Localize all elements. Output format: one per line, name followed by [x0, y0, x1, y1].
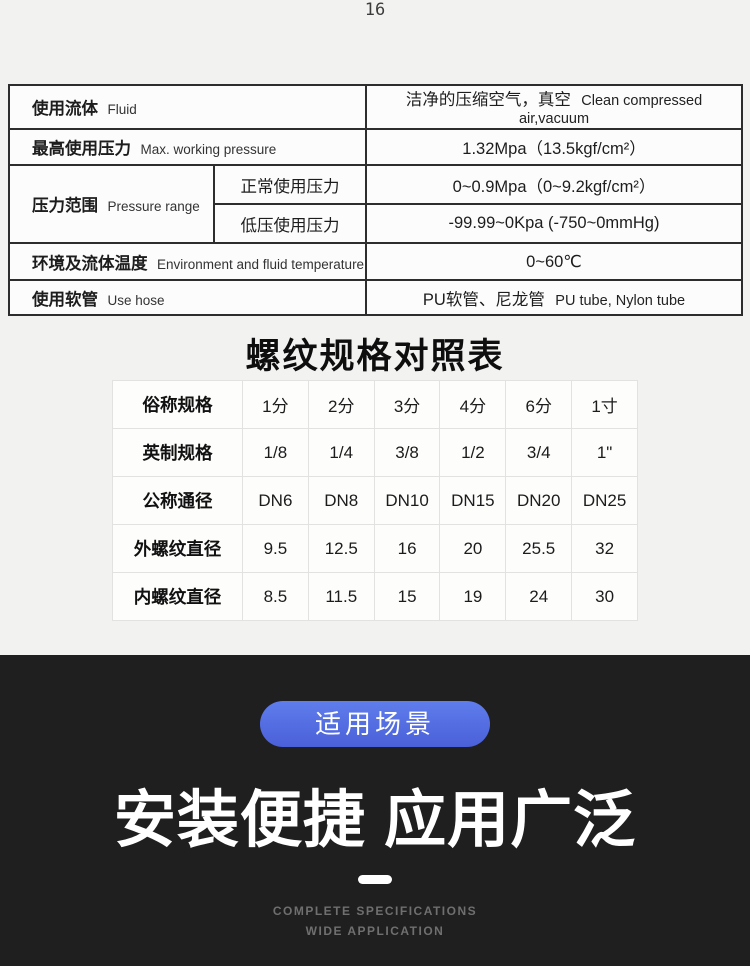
thread-cell: 1" — [571, 428, 638, 477]
thread-cell: 1/4 — [307, 428, 375, 477]
table-row: 低压使用压力 -99.99~0Kpa (-750~0mmHg) — [9, 203, 743, 244]
thread-cell: 4分 — [439, 380, 507, 429]
spec-value-low-pressure: -99.99~0Kpa (-750~0mmHg) — [365, 203, 743, 244]
table-row: 俗称规格 1分 2分 3分 4分 6分 1寸 — [112, 380, 638, 429]
thread-cell: 30 — [571, 572, 638, 621]
thread-cell: 1分 — [242, 380, 309, 429]
thread-row-label: 外螺纹直径 — [112, 524, 243, 573]
scenario-subline-2: WIDE APPLICATION — [305, 924, 445, 938]
thread-cell: DN8 — [307, 476, 375, 525]
thread-cell: 3分 — [373, 380, 441, 429]
thread-row-label: 内螺纹直径 — [112, 572, 243, 621]
scenario-headline: 安装便捷 应用广泛 — [113, 786, 637, 855]
thread-cell: 8.5 — [242, 572, 309, 621]
spec-sublabel-normal-pressure: 正常使用压力 — [213, 164, 367, 205]
spec-value-fluid: 洁净的压缩空气，真空 Clean compressed air,vacuum — [365, 84, 743, 130]
spec-label-pressure-range: 压力范围 Pressure range — [8, 164, 215, 244]
thread-cell: 1/2 — [439, 428, 507, 477]
label-zh: 最高使用压力 — [32, 140, 131, 158]
label-zh: 使用流体 — [32, 100, 98, 118]
thread-cell: 3/8 — [373, 428, 441, 477]
thread-cell: 1/8 — [242, 428, 309, 477]
thread-cell: 15 — [373, 572, 441, 621]
spec-label-fluid: 使用流体 Fluid — [8, 84, 367, 130]
thread-cell: DN10 — [373, 476, 441, 525]
table-row: 使用软管 Use hose PU软管、尼龙管 PU tube, Nylon tu… — [8, 279, 743, 316]
thread-cell: 20 — [439, 524, 507, 573]
thread-row-label: 公称通径 — [112, 476, 243, 525]
thread-cell: 24 — [505, 572, 573, 621]
thread-table: 俗称规格 1分 2分 3分 4分 6分 1寸 英制规格 1/8 1/4 3/8 … — [112, 380, 638, 621]
spec-value-normal-pressure: 0~0.9Mpa（0~9.2kgf/cm²） — [365, 164, 743, 205]
thread-cell: DN6 — [242, 476, 309, 525]
spec-value-hose: PU软管、尼龙管 PU tube, Nylon tube — [365, 279, 743, 316]
thread-cell: 6分 — [505, 380, 573, 429]
thread-cell: 3/4 — [505, 428, 573, 477]
label-zh: 环境及流体温度 — [32, 254, 148, 273]
table-row: 使用流体 Fluid 洁净的压缩空气，真空 Clean compressed a… — [8, 84, 743, 130]
thread-cell: 32 — [571, 524, 638, 573]
thread-cell: 12.5 — [307, 524, 375, 573]
label-zh: 压力范围 — [32, 197, 98, 215]
scenario-subline-1: COMPLETE SPECIFICATIONS — [272, 904, 478, 918]
thread-row-label: 英制规格 — [112, 428, 243, 477]
thread-cell: 11.5 — [307, 572, 375, 621]
spec-sublabel-low-pressure: 低压使用压力 — [213, 203, 367, 244]
thread-cell: 25.5 — [505, 524, 573, 573]
thread-cell: DN15 — [439, 476, 507, 525]
spec-label-hose: 使用软管 Use hose — [8, 279, 367, 316]
value-en: PU tube, Nylon tube — [555, 292, 686, 309]
spec-label-max-pressure: 最高使用压力 Max. working pressure — [8, 128, 367, 166]
scenario-badge: 适用场景 — [260, 701, 490, 747]
table-row: 最高使用压力 Max. working pressure 1.32Mpa（13.… — [8, 128, 743, 166]
thread-cell: 9.5 — [242, 524, 309, 573]
value-en: Clean compressed air,vacuum — [518, 93, 703, 127]
label-zh: 使用软管 — [32, 290, 98, 309]
label-en: Environment and fluid temperature — [156, 256, 365, 272]
thread-cell: 19 — [439, 572, 507, 621]
divider-dash — [358, 875, 392, 884]
table-row: 公称通径 DN6 DN8 DN10 DN15 DN20 DN25 — [112, 476, 638, 525]
value-zh: PU软管、尼龙管 — [422, 290, 545, 309]
thread-table-title: 螺纹规格对照表 — [245, 337, 505, 376]
thread-cell: DN20 — [505, 476, 573, 525]
thread-cell: 1寸 — [571, 380, 638, 429]
thread-cell: 16 — [373, 524, 441, 573]
page-number: 16 — [364, 0, 386, 20]
spec-value-temperature: 0~60℃ — [365, 242, 743, 281]
table-row: 压力范围 Pressure range 正常使用压力 0~0.9Mpa（0~9.… — [8, 164, 743, 244]
table-row: 内螺纹直径 8.5 11.5 15 19 24 30 — [112, 572, 638, 621]
label-en: Pressure range — [107, 199, 200, 214]
spec-label-temperature: 环境及流体温度 Environment and fluid temperatur… — [8, 242, 367, 281]
thread-cell: DN25 — [571, 476, 638, 525]
thread-cell: 2分 — [307, 380, 375, 429]
table-row: 外螺纹直径 9.5 12.5 16 20 25.5 32 — [112, 524, 638, 573]
table-row: 英制规格 1/8 1/4 3/8 1/2 3/4 1" — [112, 428, 638, 477]
scenario-subtext: COMPLETE SPECIFICATIONS WIDE APPLICATION — [0, 901, 750, 941]
label-en: Fluid — [107, 102, 137, 117]
spec-table: 使用流体 Fluid 洁净的压缩空气，真空 Clean compressed a… — [8, 84, 743, 316]
spec-value-max-pressure: 1.32Mpa（13.5kgf/cm²） — [365, 128, 743, 166]
value-zh: 洁净的压缩空气，真空 — [405, 91, 571, 109]
thread-row-label: 俗称规格 — [112, 380, 243, 429]
label-en: Use hose — [107, 292, 165, 308]
label-en: Max. working pressure — [140, 142, 277, 157]
scenario-section: 适用场景 安装便捷 应用广泛 COMPLETE SPECIFICATIONS W… — [0, 655, 750, 966]
table-row: 环境及流体温度 Environment and fluid temperatur… — [8, 242, 743, 281]
